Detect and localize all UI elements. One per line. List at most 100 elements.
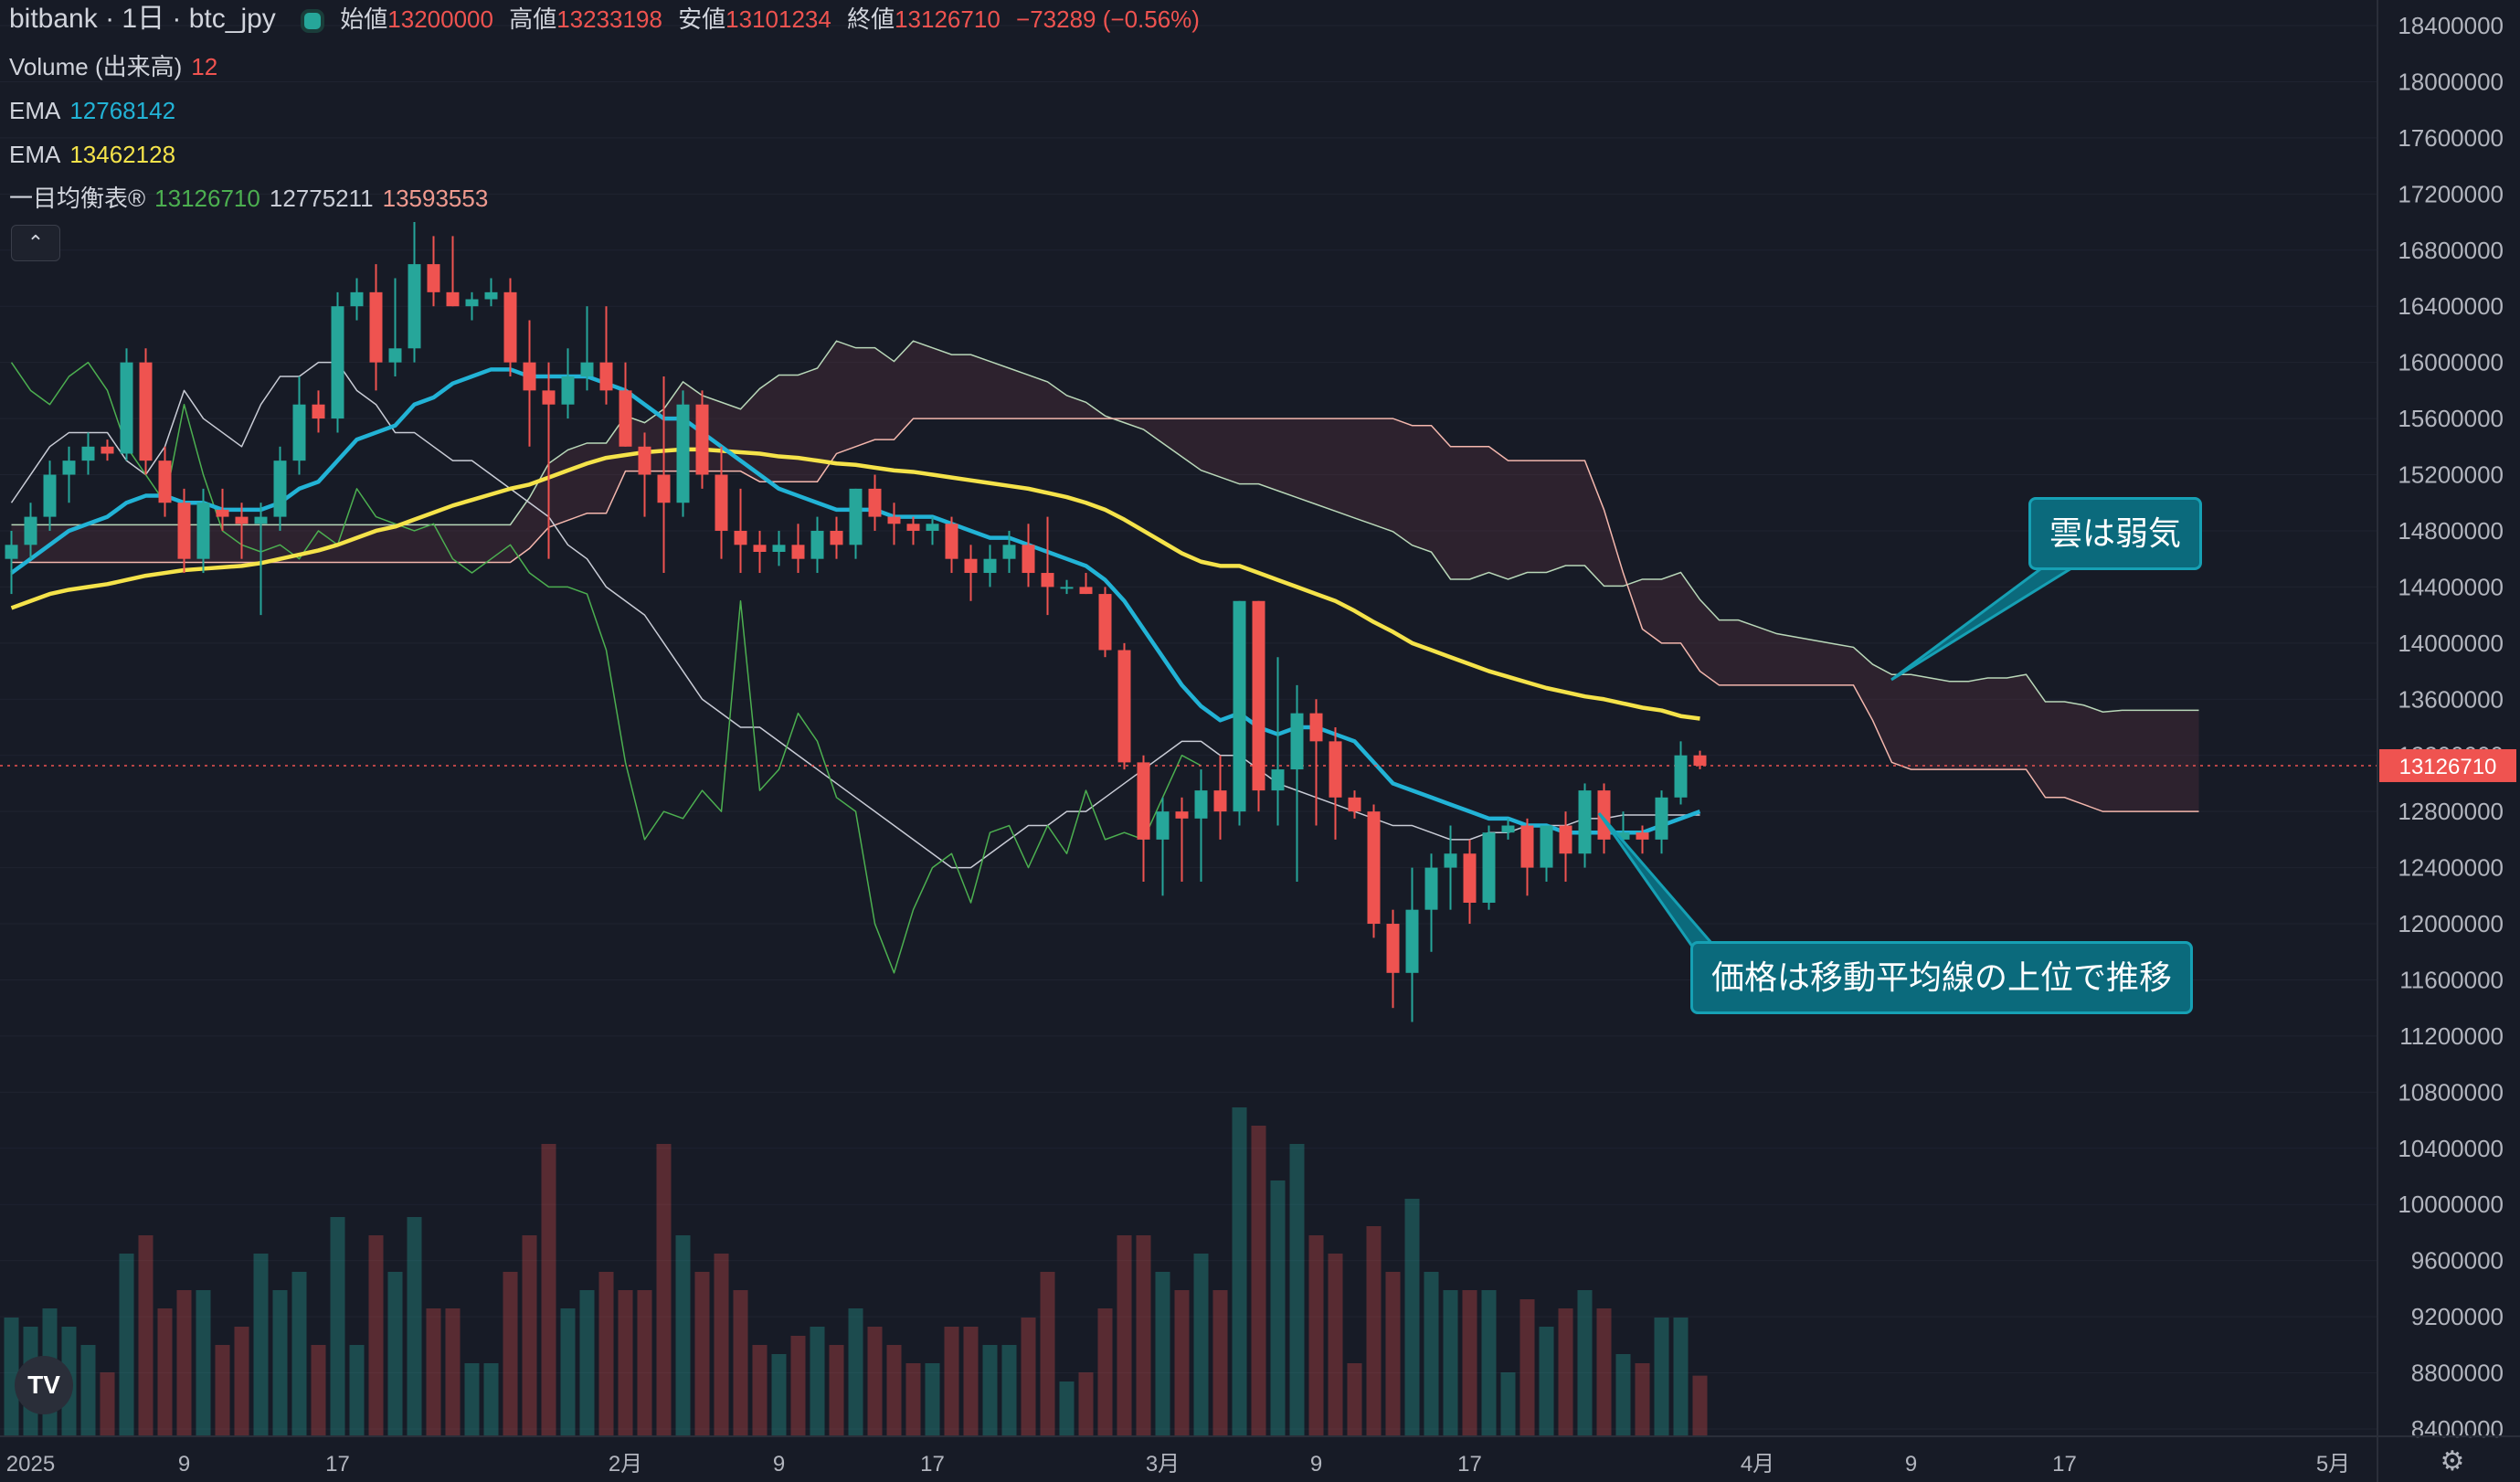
- market-status-icon: [301, 9, 325, 34]
- price-tick-label: 11200000: [2399, 1022, 2504, 1050]
- ichimoku-legend[interactable]: 一目均衡表® 13126710 12775211 13593553: [9, 183, 497, 214]
- price-tick-label: 12400000: [2398, 854, 2504, 882]
- candle-body: [1405, 909, 1419, 973]
- volume-bar: [944, 1327, 959, 1436]
- volume-bar: [483, 1363, 499, 1436]
- time-tick-label: 2月: [609, 1452, 642, 1477]
- volume-bar: [963, 1327, 979, 1436]
- candle-body: [1252, 600, 1265, 791]
- volume-bar: [1174, 1290, 1190, 1436]
- candle-body: [1175, 811, 1189, 819]
- candle-body: [24, 516, 37, 545]
- candle-body: [887, 516, 901, 524]
- volume-bar: [1635, 1363, 1650, 1436]
- volume-bar: [1577, 1290, 1593, 1436]
- cloud-annotation[interactable]: 雲は弱気: [2028, 497, 2203, 570]
- candle-body: [1616, 832, 1630, 840]
- ema-fast-label: EMA: [9, 97, 61, 124]
- candle-body: [1156, 811, 1170, 840]
- candle-body: [273, 460, 287, 517]
- close-label: 終値: [847, 5, 895, 33]
- volume-bar: [176, 1290, 192, 1436]
- price-tick-label: 17200000: [2398, 180, 2504, 207]
- price-tick-label: 9600000: [2411, 1247, 2504, 1275]
- ema-slow-value: 13462128: [69, 141, 176, 168]
- low-label: 安値: [678, 5, 726, 33]
- volume-bar: [675, 1235, 691, 1436]
- open-value: 13200000: [387, 5, 493, 33]
- time-tick-label: 9: [1310, 1452, 1322, 1477]
- candle-body: [1386, 924, 1400, 973]
- candle-body: [849, 488, 863, 545]
- ema-slow-legend[interactable]: EMA 13462128: [9, 139, 185, 170]
- gear-icon[interactable]: ⚙: [2440, 1446, 2465, 1477]
- price-tick-label: 10400000: [2398, 1135, 2504, 1162]
- candle-body: [1520, 825, 1534, 868]
- candle-body: [734, 530, 747, 545]
- volume-bar: [330, 1217, 345, 1436]
- volume-bar: [829, 1345, 844, 1436]
- candle-body: [350, 291, 364, 307]
- candle-body: [599, 362, 613, 391]
- candle-body: [1271, 769, 1285, 791]
- volume-bar: [1078, 1372, 1094, 1436]
- volume-bar: [1424, 1272, 1439, 1436]
- volume-bar: [598, 1272, 614, 1436]
- volume-bar: [387, 1272, 403, 1436]
- candle-body: [101, 446, 114, 454]
- volume-bar: [1270, 1180, 1286, 1436]
- time-tick-label: 9: [178, 1452, 190, 1477]
- candle-body: [868, 488, 882, 517]
- volume-bar: [1155, 1272, 1170, 1436]
- ema-slow-line: [10, 447, 1700, 721]
- volume-bar: [1615, 1354, 1631, 1436]
- tradingview-logo-icon[interactable]: TV: [15, 1356, 73, 1414]
- candle-body: [62, 460, 76, 475]
- candle-body: [619, 390, 632, 447]
- candle-body: [1041, 573, 1054, 588]
- candlesticks: [5, 222, 1707, 1022]
- candle-body: [1444, 853, 1457, 868]
- price-tick-label: 10000000: [2398, 1191, 2504, 1218]
- time-axis: 2025 9 17 2月 9 17 3月 9 17 4月 9 17 5月: [0, 1435, 2520, 1477]
- volume-bar: [1443, 1290, 1458, 1436]
- time-tick-label: 2025: [6, 1452, 55, 1477]
- volume-bar: [1462, 1290, 1477, 1436]
- candle-body: [1309, 713, 1323, 742]
- volume-bar: [560, 1308, 576, 1436]
- candle-body: [638, 446, 651, 475]
- time-tick-label: 3月: [1146, 1452, 1180, 1477]
- candle-body: [1463, 853, 1477, 903]
- volume-label: Volume (出来高): [9, 53, 183, 80]
- volume-bar: [253, 1254, 269, 1436]
- volume-legend[interactable]: Volume (出来高) 12: [9, 51, 227, 82]
- symbol-title[interactable]: bitbank · 1日 · btc_jpy: [9, 4, 276, 34]
- volume-bar: [1347, 1363, 1362, 1436]
- price-tick-label: 15200000: [2398, 461, 2504, 489]
- ichimoku-value-1: 13126710: [154, 185, 260, 212]
- volume-bar: [1136, 1235, 1151, 1436]
- candle-body: [503, 291, 517, 363]
- candle-body: [906, 524, 920, 531]
- collapse-legend-button[interactable]: ⌃: [11, 225, 60, 261]
- candle-body: [1329, 741, 1342, 798]
- span-b-line: [11, 418, 2199, 812]
- candle-body: [81, 446, 95, 461]
- candle-body: [1233, 600, 1246, 812]
- candle-body: [465, 299, 479, 307]
- volume-bar: [1692, 1375, 1708, 1436]
- price-tick-label: 12800000: [2398, 798, 2504, 825]
- price-annotation[interactable]: 価格は移動平均線の上位で推移: [1690, 941, 2194, 1014]
- candle-body: [657, 474, 671, 503]
- span-a-line: [11, 340, 2199, 713]
- volume-bar: [1654, 1318, 1669, 1436]
- volume-bar: [1289, 1144, 1305, 1436]
- price-tick-label: 11600000: [2399, 966, 2504, 993]
- time-tick-label: 9: [1905, 1452, 1917, 1477]
- candle-body: [408, 264, 421, 349]
- candle-body: [139, 362, 153, 461]
- volume-bar: [810, 1327, 825, 1436]
- volume-bar: [1596, 1308, 1612, 1436]
- ema-fast-legend[interactable]: EMA 12768142: [9, 95, 185, 126]
